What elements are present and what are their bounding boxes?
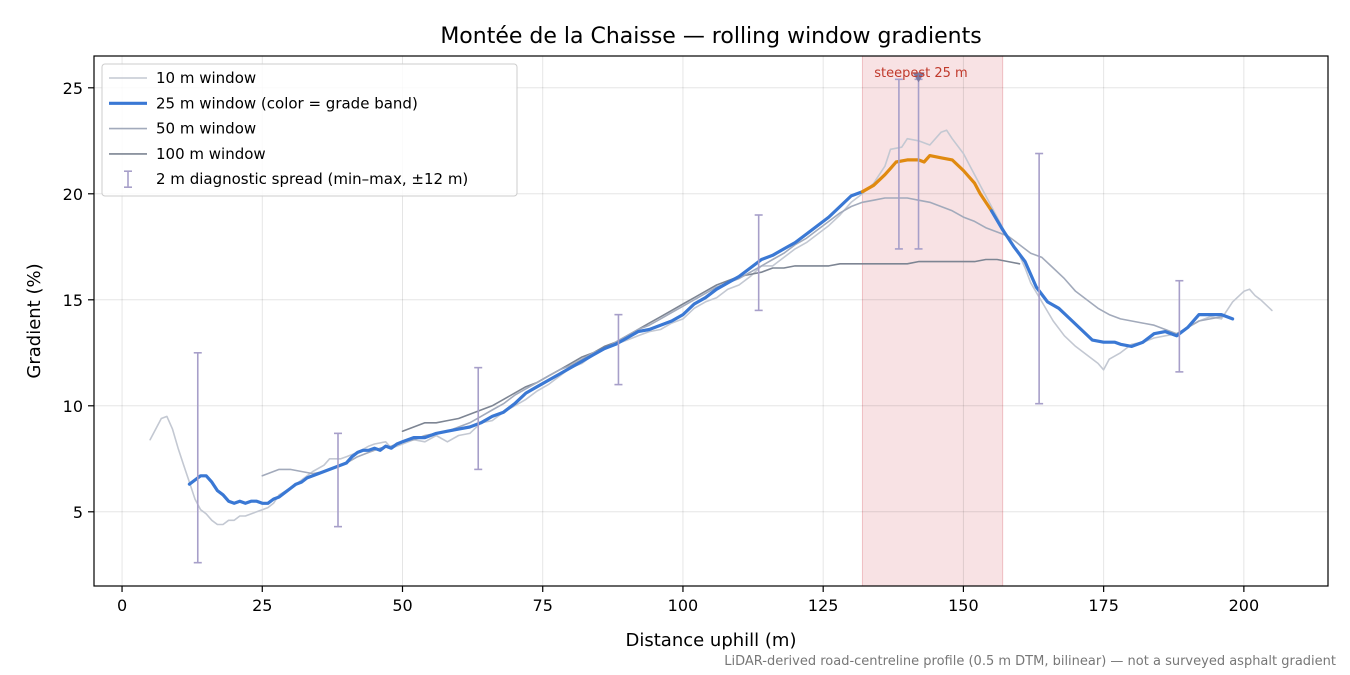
- legend: 10 m window 25 m window (color = grade ba…: [101, 63, 518, 197]
- series-25m-window-segment: [989, 209, 1235, 348]
- y-tick-label: 5: [73, 503, 83, 522]
- y-tick-label: 25: [63, 79, 83, 98]
- series-100m-window-line: [401, 258, 1021, 432]
- x-tick-label: 175: [1088, 596, 1119, 615]
- legend-label: 50 m window: [156, 120, 256, 138]
- y-tick-label: 20: [63, 185, 83, 204]
- series-layer: [149, 129, 1273, 526]
- x-tick-label: 75: [533, 596, 553, 615]
- legend-entry: 100 m window: [109, 145, 266, 163]
- y-tick-label: 10: [63, 397, 83, 416]
- highlight-band-layer: [861, 55, 1004, 587]
- legend-label: 2 m diagnostic spread (min–max, ±12 m): [156, 170, 468, 188]
- legend-label: 100 m window: [156, 145, 266, 163]
- steepest-annotation: steepest 25 m: [874, 66, 967, 81]
- diagnostic-errorbar: [894, 78, 903, 250]
- x-tick-label: 125: [808, 596, 839, 615]
- x-tick-label: 50: [392, 596, 412, 615]
- x-tick-label: 0: [117, 596, 127, 615]
- errorbar-layer: [193, 72, 1184, 564]
- series-25m-window-steep-segment: [860, 154, 994, 213]
- footnote: LiDAR-derived road-centreline profile (0…: [724, 654, 1336, 669]
- x-tick-label: 100: [668, 596, 699, 615]
- diagnostic-errorbar: [193, 351, 202, 564]
- diagnostic-errorbar: [333, 432, 342, 528]
- diagnostic-errorbar: [1175, 279, 1184, 373]
- legend-entry: 10 m window: [109, 69, 256, 87]
- y-tick-label: 15: [63, 291, 83, 310]
- legend-label: 25 m window (color = grade band): [156, 94, 418, 112]
- highlight-band: [861, 55, 1004, 587]
- y-axis-label: Gradient (%): [24, 263, 45, 378]
- series-25m-window-segment: [187, 190, 864, 505]
- x-tick-label: 150: [948, 596, 979, 615]
- plot-frame: [93, 55, 1329, 587]
- series-10m-window-line: [149, 129, 1273, 526]
- series-50m-window-line: [261, 197, 1223, 477]
- steepest-marker: [912, 72, 925, 83]
- diagnostic-errorbar: [1035, 152, 1044, 405]
- chart-title: Montée de la Chaisse — rolling window gr…: [440, 24, 981, 49]
- diagnostic-errorbar: [754, 214, 763, 312]
- axis-layer: 0 25 50 75 100 125 150 175 200 5 10 15 20 25: [63, 55, 1329, 615]
- x-axis-label: Distance uphill (m): [626, 630, 797, 651]
- legend-entry: 50 m window: [109, 120, 256, 138]
- diagnostic-errorbar: [474, 366, 483, 471]
- diagnostic-errorbar: [614, 313, 623, 386]
- legend-entry: 2 m diagnostic spread (min–max, ±12 m): [124, 170, 468, 188]
- legend-box: [101, 63, 518, 197]
- x-tick-label: 25: [252, 596, 272, 615]
- x-tick-label: 200: [1229, 596, 1260, 615]
- legend-label: 10 m window: [156, 69, 256, 87]
- legend-entry: 25 m window (color = grade band): [109, 94, 418, 112]
